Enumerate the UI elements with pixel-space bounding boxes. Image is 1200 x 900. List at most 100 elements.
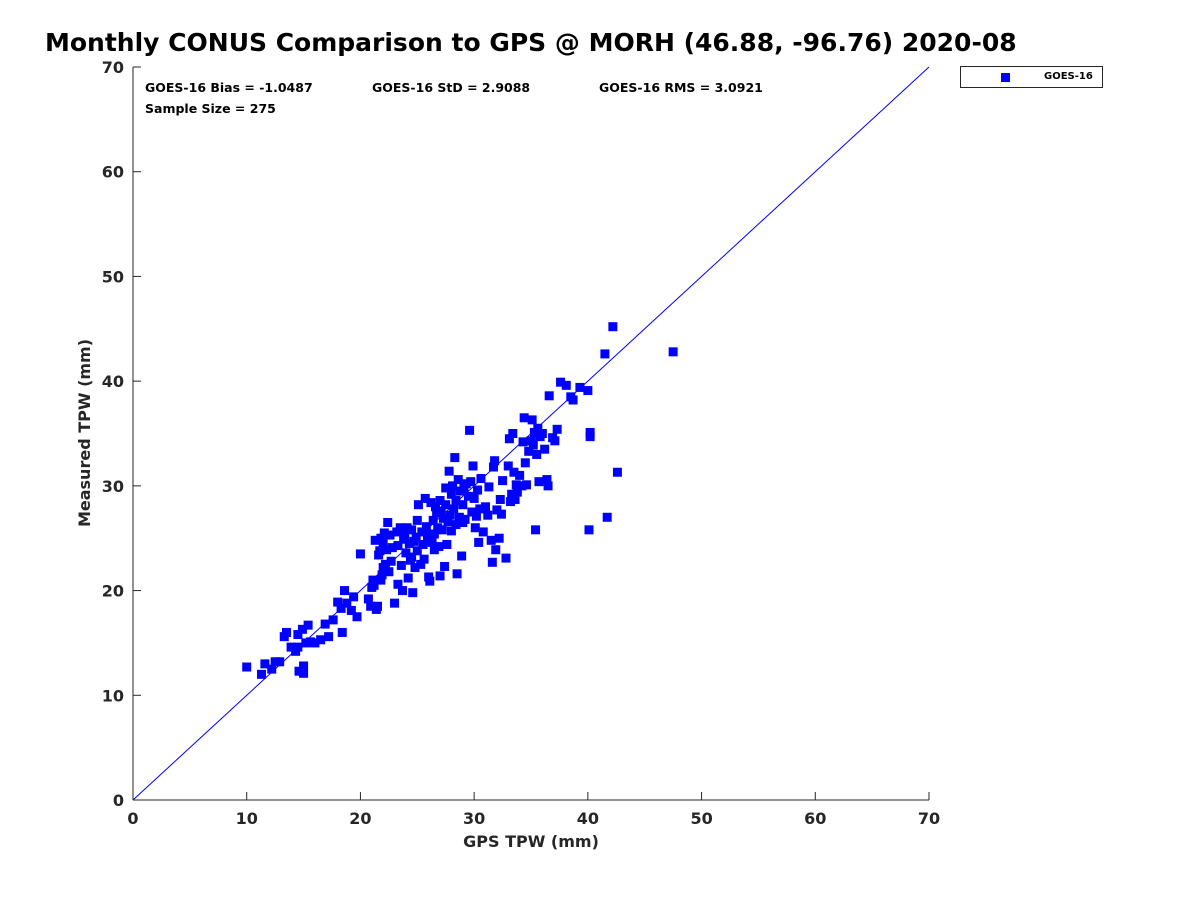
data-point-11 [293, 630, 303, 640]
data-point-38 [370, 535, 380, 545]
data-point-123 [458, 500, 468, 510]
data-point-1 [256, 669, 266, 679]
data-point-51 [383, 518, 393, 528]
data-point-159 [509, 467, 519, 477]
data-point-95 [432, 508, 442, 518]
data-point-145 [488, 462, 498, 472]
data-point-29 [346, 605, 356, 615]
data-point-150 [495, 494, 505, 504]
data-point-36 [368, 575, 378, 585]
data-point-77 [412, 546, 422, 556]
data-point-100 [436, 506, 446, 516]
data-point-32 [355, 549, 365, 559]
data-point-64 [400, 531, 410, 541]
data-point-166 [519, 413, 529, 423]
data-point-81 [418, 539, 428, 549]
data-point-129 [466, 477, 476, 487]
data-point-47 [378, 538, 388, 548]
data-point-182 [544, 391, 554, 401]
data-point-198 [608, 322, 618, 332]
data-point-141 [483, 510, 493, 520]
data-point-24 [333, 597, 343, 607]
data-point-174 [531, 525, 541, 535]
y-tick-label-0: 0 [113, 791, 124, 810]
data-point-83 [420, 493, 430, 503]
sample-size-annotation: Sample Size = 275 [145, 101, 276, 116]
data-point-131 [468, 461, 478, 471]
legend-square-marker-icon [1001, 73, 1010, 82]
x-tick-label-3: 30 [463, 809, 485, 828]
data-point-136 [474, 537, 484, 547]
data-point-54 [386, 556, 396, 566]
data-point-195 [585, 432, 595, 442]
data-point-167 [520, 458, 530, 468]
data-point-27 [340, 586, 350, 596]
ticks-layer: 0 10 20 30 40 50 60 70 0 10 20 30 40 50 60 70 [102, 58, 940, 828]
data-point-34 [366, 601, 376, 611]
data-point-177 [534, 477, 544, 487]
data-point-157 [507, 489, 517, 499]
data-point-50 [382, 545, 392, 555]
data-point-49 [380, 559, 390, 569]
data-point-65 [401, 548, 411, 558]
data-point-13 [297, 624, 307, 634]
data-point-192 [583, 386, 593, 396]
data-point-76 [412, 515, 422, 525]
data-point-179 [537, 429, 547, 438]
y-tick-label-7: 70 [102, 58, 124, 77]
data-point-33 [363, 594, 373, 604]
data-point-80 [417, 527, 427, 537]
data-point-71 [407, 552, 417, 562]
data-point-156 [506, 497, 516, 507]
data-point-111 [446, 526, 456, 536]
x-tick-label-7: 70 [918, 809, 940, 828]
data-point-0 [242, 662, 252, 672]
data-point-104 [441, 483, 451, 493]
data-point-42 [375, 546, 385, 556]
data-point-97 [434, 542, 444, 552]
data-point-43 [376, 533, 386, 543]
data-point-10 [293, 642, 303, 652]
data-point-183 [543, 481, 553, 491]
data-point-117 [452, 569, 462, 579]
data-point-175 [532, 449, 542, 459]
data-point-88 [425, 576, 435, 586]
data-point-31 [352, 612, 362, 622]
data-points-layer [242, 322, 678, 679]
data-point-185 [550, 436, 560, 446]
data-point-147 [491, 545, 501, 555]
data-point-169 [524, 446, 534, 456]
data-point-84 [421, 522, 431, 532]
data-point-68 [404, 538, 414, 548]
data-point-12 [294, 666, 304, 676]
data-point-105 [441, 500, 451, 510]
data-point-53 [385, 530, 395, 540]
data-point-135 [473, 485, 483, 495]
data-point-130 [467, 507, 477, 517]
data-point-93 [429, 545, 439, 555]
data-point-148 [492, 505, 502, 515]
data-point-193 [584, 525, 594, 535]
data-point-28 [342, 598, 352, 608]
data-point-82 [419, 554, 429, 564]
data-point-40 [372, 601, 382, 611]
data-point-140 [481, 502, 491, 512]
data-point-125 [460, 514, 470, 524]
bias-annotation: GOES-16 Bias = -1.0487 [145, 80, 313, 95]
data-point-188 [561, 380, 571, 390]
data-point-121 [457, 551, 467, 561]
data-point-85 [423, 535, 433, 545]
data-point-153 [501, 553, 511, 563]
data-point-3 [267, 664, 277, 674]
data-point-91 [428, 515, 438, 525]
std-annotation: GOES-16 StD = 2.9088 [372, 80, 531, 95]
data-point-126 [461, 479, 471, 489]
data-point-109 [445, 510, 455, 520]
x-axis-label: GPS TPW (mm) [463, 832, 599, 851]
data-point-102 [438, 513, 448, 523]
data-point-199 [612, 467, 622, 477]
data-point-138 [476, 474, 486, 484]
data-point-168 [521, 480, 531, 490]
data-point-55 [387, 543, 397, 553]
